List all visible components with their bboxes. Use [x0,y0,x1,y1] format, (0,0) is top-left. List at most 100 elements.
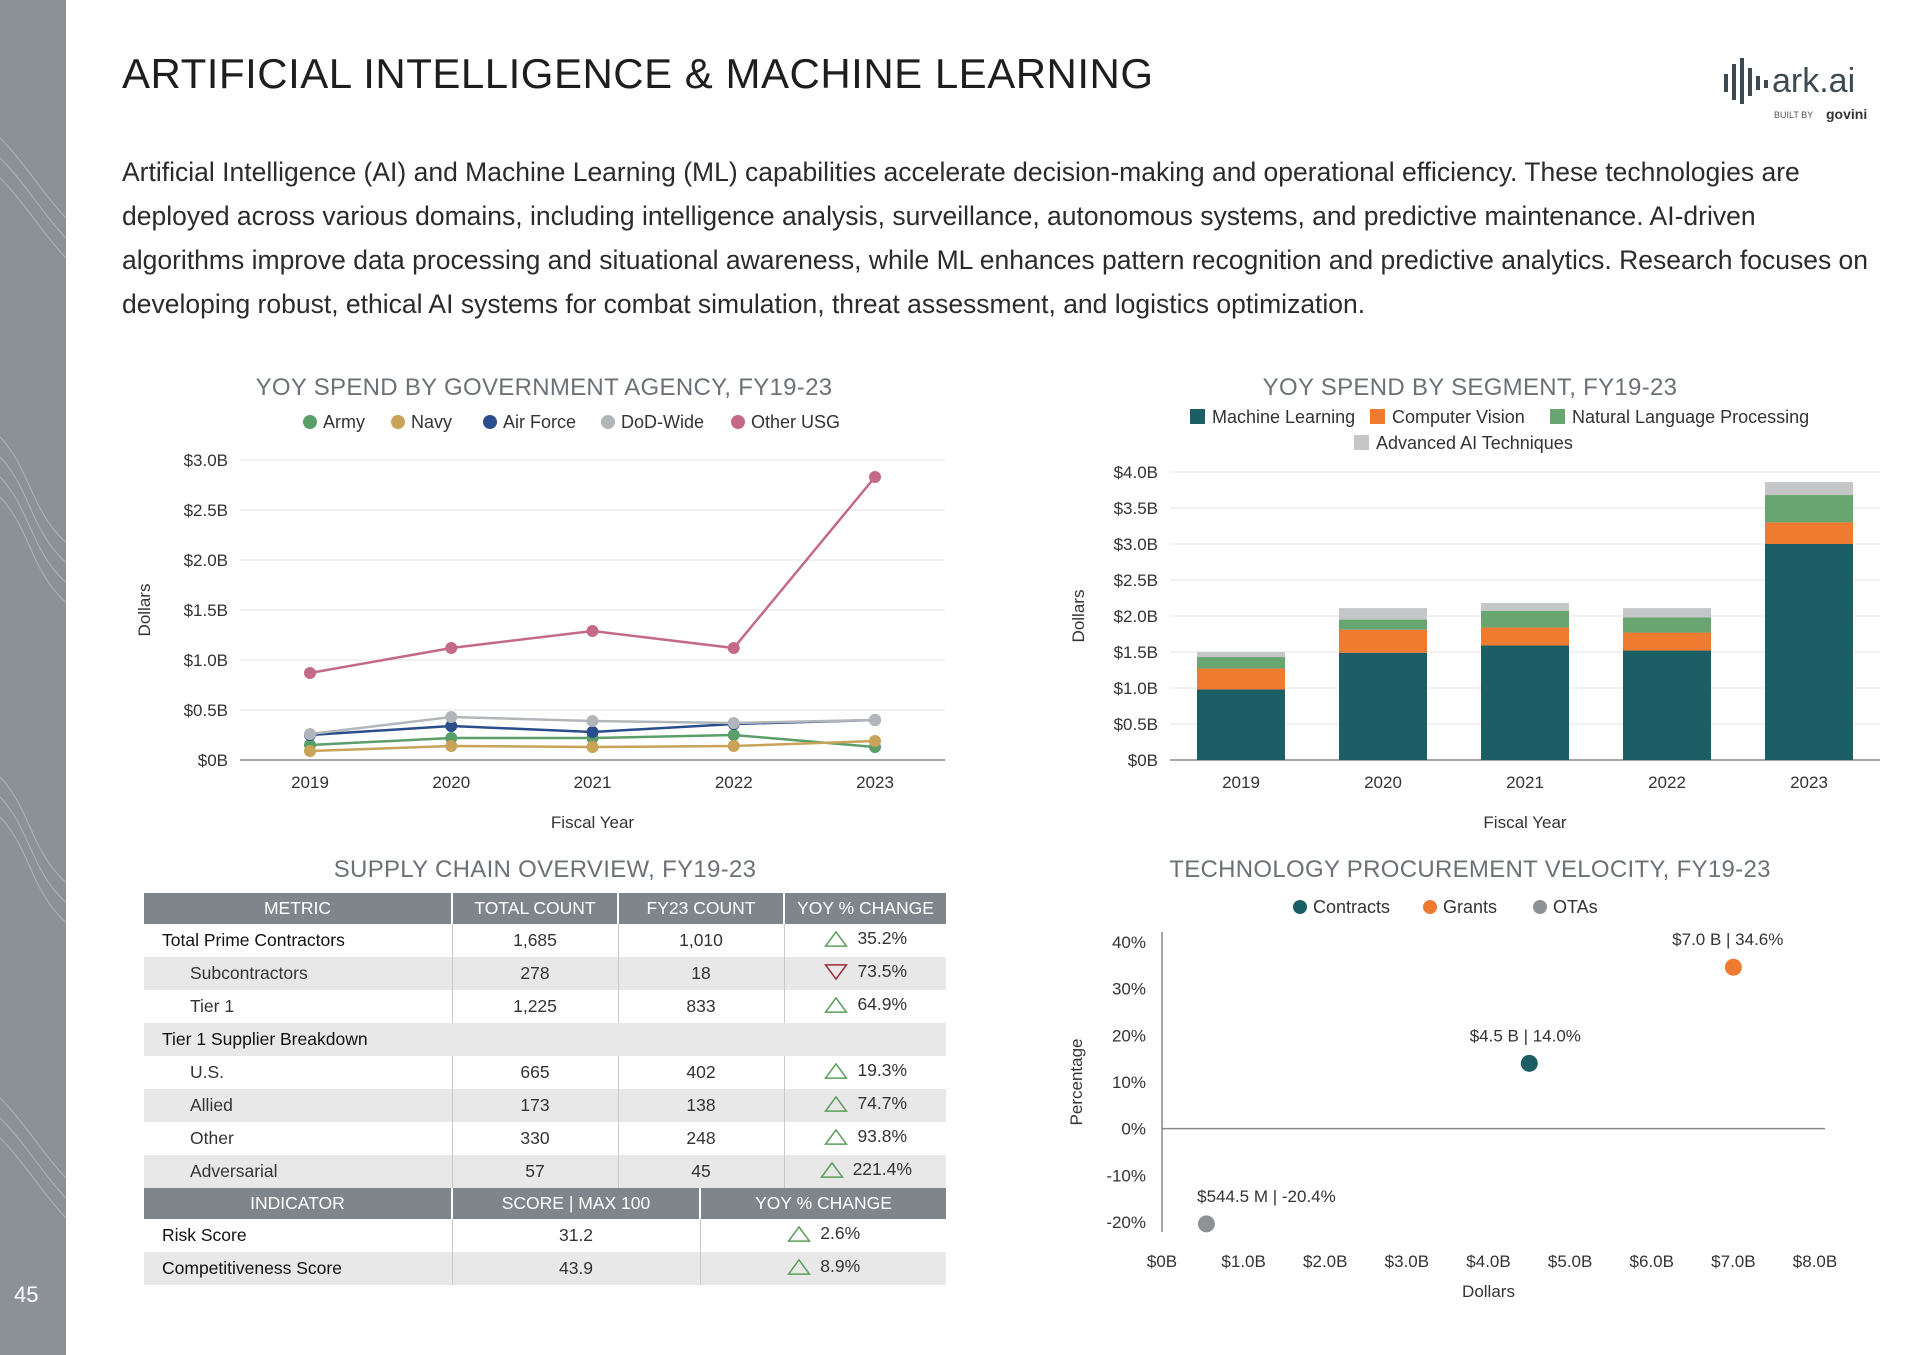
total-count: 1,225 [452,990,619,1023]
table-row: U.S. 665 402 19.3% [144,1056,946,1089]
indicator-name: Competitiveness Score [144,1252,453,1285]
data-point [586,715,599,727]
wave-pattern-icon [0,137,66,1219]
y-tick-label: $1.0B [1114,679,1158,698]
data-point [304,667,316,679]
ark-ai-logo: ark.ai BUILT BY govini [1722,52,1872,122]
yoy-change: 8.9% [786,1256,860,1277]
table-row: Subcontractors 278 18 73.5% [144,957,946,990]
table-row: Tier 1 1,225 833 64.9% [144,990,946,1023]
y-tick-label: $1.0B [184,651,228,670]
yoy-change-value: 8.9% [820,1256,861,1277]
y-tick-label: $0B [198,751,228,770]
x-tick-label: $0B [1147,1252,1177,1271]
triangle-up-icon [819,1161,844,1178]
x-tick-label: $1.0B [1221,1252,1265,1271]
data-point [445,720,458,732]
bar-segment-machine-learning [1197,689,1285,760]
fy23-count: 402 [618,1056,785,1089]
yoy-change-value: 74.7% [857,1093,908,1114]
y-tick-label: $1.5B [184,601,228,620]
legend-label: Advanced AI Techniques [1376,433,1573,453]
data-point-contracts [1520,1054,1538,1072]
velocity-chart-title: TECHNOLOGY PROCUREMENT VELOCITY, FY19-23 [1169,856,1771,883]
bar-segment-computer-vision [1197,668,1285,690]
intro-paragraph: Artificial Intelligence (AI) and Machine… [122,157,1869,319]
yoy-change-value: 35.2% [857,928,908,949]
data-point [304,745,316,757]
legend-label: Computer Vision [1392,407,1525,427]
triangle-up-icon [824,1128,849,1145]
agency-chart-title: YOY SPEND BY GOVERNMENT AGENCY, FY19-23 [255,374,833,401]
data-label: $4.5 B | 14.0% [1470,1026,1581,1045]
indicator-score: 43.9 [452,1252,701,1285]
yoy-change-value: 93.8% [857,1126,908,1147]
indicator-name: Risk Score [144,1219,453,1252]
table-row: Total Prime Contractors 1,685 1,010 35.2% [144,924,946,957]
x-tick-label: 2022 [1648,773,1686,792]
bar-segment-advanced-ai-techniques [1623,608,1711,618]
legend-label: Contracts [1313,897,1390,917]
data-point-grants [1724,958,1742,976]
legend-marker-otas [1533,900,1547,914]
header-indicator-yoy: YOY % CHANGE [700,1188,946,1219]
yoy-change: 73.5% [823,961,907,982]
yoy-change: 35.2% [823,928,907,949]
bar-segment-computer-vision [1339,629,1427,653]
x-axis-label: Fiscal Year [1483,813,1566,832]
bar-segment-advanced-ai-techniques [1481,603,1569,611]
bar-segment-machine-learning [1623,650,1711,760]
x-axis-label: Dollars [1462,1282,1515,1301]
indicator-score: 31.2 [452,1219,701,1252]
legend-label: Natural Language Processing [1572,407,1809,427]
legend-label: OTAs [1553,897,1598,917]
fy23-count: 45 [618,1155,785,1188]
y-axis-label: Dollars [1069,590,1088,643]
bar-segment-natural-language-processing [1481,610,1569,628]
y-tick-label: $0.5B [184,701,228,720]
header-yoy-change: YOY % CHANGE [784,893,946,924]
legend-label: Air Force [503,412,576,432]
legend-label: Grants [1443,897,1497,917]
data-point [727,740,740,752]
x-tick-label: 2021 [574,773,612,792]
y-tick-label: $1.5B [1114,643,1158,662]
total-count: 57 [452,1155,619,1188]
data-point [445,711,458,723]
y-tick-label: $2.5B [1114,571,1158,590]
indicator-change-cell: 8.9% [700,1252,946,1285]
legend-label: DoD-Wide [621,412,704,432]
metric-name: Subcontractors [144,957,453,990]
metric-name: Tier 1 [144,990,453,1023]
x-tick-label: 2019 [291,773,329,792]
header-score: SCORE | MAX 100 [452,1188,701,1219]
bar-segment-advanced-ai-techniques [1339,608,1427,620]
legend-label: Navy [411,412,452,432]
yoy-change-value: 19.3% [857,1060,908,1081]
data-point [869,714,881,726]
bar-segment-computer-vision [1481,627,1569,646]
indicator-change-cell: 2.6% [700,1219,946,1252]
legend-swatch [1190,409,1205,424]
yoy-change: 221.4% [819,1159,912,1180]
fy23-count: 18 [618,957,785,990]
header-fy23-count: FY23 COUNT [618,893,785,924]
page-title: ARTIFICIAL INTELLIGENCE & MACHINE LEARNI… [122,50,1154,97]
y-tick-label: $2.5B [184,501,228,520]
data-point [869,471,881,483]
yoy-change-value: 221.4% [852,1159,912,1180]
total-count: 330 [452,1122,619,1155]
metric-name: Adversarial [144,1155,453,1188]
bar-segment-natural-language-processing [1339,619,1427,630]
x-tick-label: 2020 [432,773,470,792]
yoy-change: 64.9% [823,994,907,1015]
bar-segment-advanced-ai-techniques [1197,652,1285,658]
triangle-up-icon [787,1225,812,1242]
metric-name: U.S. [144,1056,453,1089]
x-tick-label: 2019 [1222,773,1260,792]
yoy-change-value: 64.9% [857,994,908,1015]
x-tick-label: $6.0B [1630,1252,1674,1271]
y-tick-label: 30% [1112,980,1146,999]
x-tick-label: $5.0B [1548,1252,1592,1271]
x-tick-label: $8.0B [1793,1252,1837,1271]
